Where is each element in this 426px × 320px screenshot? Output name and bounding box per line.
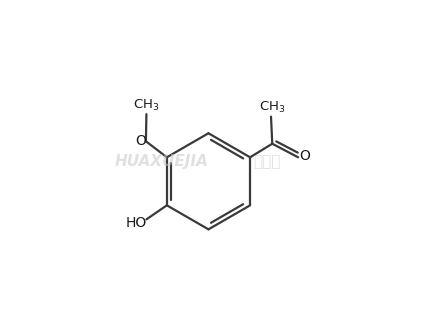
Text: CH$_3$: CH$_3$	[259, 100, 285, 115]
Text: CH$_3$: CH$_3$	[133, 98, 160, 113]
Text: HO: HO	[125, 216, 147, 229]
Text: HUAXUEJIA: HUAXUEJIA	[115, 154, 209, 169]
Text: O: O	[299, 149, 311, 163]
Text: 化学加: 化学加	[253, 154, 280, 169]
Text: O: O	[135, 134, 146, 148]
